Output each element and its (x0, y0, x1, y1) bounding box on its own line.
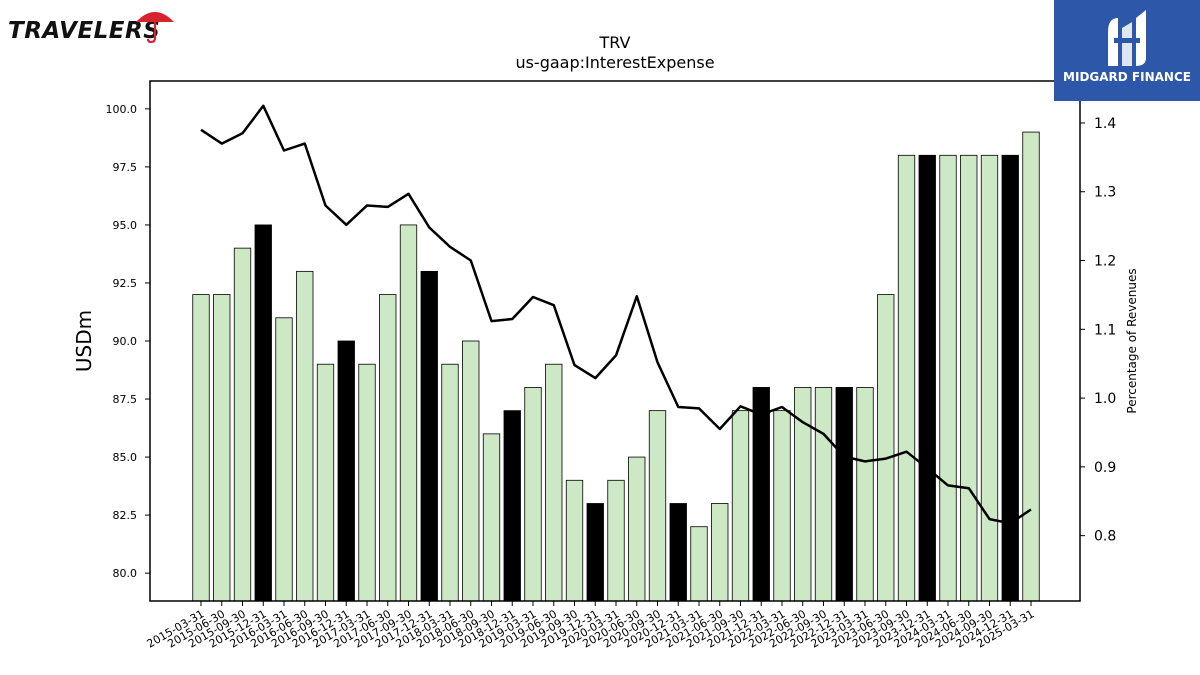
y2-tick-label: 1.3 (1094, 185, 1116, 201)
bar-2020-12-31 (669, 503, 687, 602)
bar-2018-09-30 (482, 433, 501, 602)
y-tick-label: 87.5 (113, 393, 138, 406)
bar-2016-06-30 (296, 270, 314, 602)
y-tick-label: 82.5 (113, 509, 138, 522)
bar-2022-09-30 (814, 387, 833, 602)
y-tick-label: 100.0 (106, 103, 138, 116)
bar-2024-06-30 (960, 154, 978, 602)
bar-2020-06-30 (628, 456, 646, 602)
bar-2022-12-31 (835, 387, 853, 602)
bar-2015-06-30 (213, 294, 231, 602)
y-tick-label: 85.0 (113, 451, 138, 464)
plot-frame (149, 80, 1081, 602)
y2-axis-label: Percentage of Revenues (1125, 268, 1139, 413)
bar-2023-06-30 (877, 294, 895, 602)
bar-2024-12-31 (1001, 154, 1019, 602)
y2-tick-label: 1.2 (1094, 254, 1116, 270)
bar-2019-12-31 (586, 503, 604, 602)
y2-tick-label: 1.4 (1094, 116, 1116, 132)
bar-2018-06-30 (462, 340, 480, 602)
y-tick-label: 80.0 (113, 567, 138, 580)
percentage-line (200, 104, 1032, 525)
midgard-finance-logo: MIDGARD FINANCE (1054, 0, 1200, 101)
midgard-logo-text: MIDGARD FINANCE (1063, 70, 1191, 84)
bar-2023-09-30 (897, 154, 916, 602)
y-tick-label: 90.0 (113, 335, 138, 348)
bar-2020-03-31 (607, 479, 625, 602)
bar-2018-03-31 (441, 363, 459, 602)
bar-2017-12-31 (420, 270, 438, 602)
bar-2019-06-30 (545, 363, 563, 602)
bar-2017-03-31 (358, 363, 376, 602)
bar-2021-09-30 (731, 410, 750, 602)
bar-2015-09-30 (233, 247, 252, 602)
y2-tick-label: 0.8 (1094, 529, 1116, 545)
bar-2023-12-31 (918, 154, 936, 602)
bar-2025-03-31 (1022, 131, 1040, 602)
bar-2022-03-31 (773, 410, 791, 602)
bar-2021-06-30 (711, 503, 729, 602)
y2-tick-label: 0.9 (1094, 460, 1116, 476)
y-tick-label: 95.0 (113, 219, 138, 232)
travelers-logo: TRAVELERS (8, 6, 174, 46)
line-series (200, 104, 1032, 525)
bar-2016-12-31 (337, 340, 355, 602)
y-tick-label: 97.5 (113, 161, 138, 174)
y2-tick-label: 1.1 (1094, 322, 1116, 338)
bar-2018-12-31 (503, 410, 521, 602)
y2-tick-label: 1.0 (1094, 391, 1116, 407)
bar-2024-09-30 (980, 154, 999, 602)
bar-2016-09-30 (316, 363, 335, 602)
bar-2019-03-31 (524, 387, 542, 602)
chart-subtitle: us-gaap:InterestExpense (515, 53, 714, 72)
bar-2021-03-31 (690, 526, 708, 602)
bar-2017-09-30 (399, 224, 418, 602)
bar-2017-06-30 (379, 294, 397, 602)
bar-2015-12-31 (254, 224, 272, 602)
bar-2015-03-31 (192, 294, 210, 602)
bar-2016-03-31 (275, 317, 293, 602)
bar-series (192, 131, 1040, 602)
bar-2021-12-31 (752, 387, 770, 602)
bar-2023-03-31 (856, 387, 874, 602)
umbrella-icon (136, 12, 174, 44)
bar-2019-09-30 (565, 479, 584, 602)
bar-2020-09-30 (648, 410, 667, 602)
travelers-logo-text: TRAVELERS (8, 18, 161, 44)
chart-title: TRV (599, 33, 631, 52)
y-tick-label: 92.5 (113, 277, 138, 290)
y-axis-label: USDm (72, 310, 96, 372)
bar-2024-03-31 (939, 154, 957, 602)
midgard-monogram-icon (1108, 10, 1146, 66)
axis-ticks: 80.0 82.5 85.0 87.5 90.0 92.5 95.0 97.5 100.0 0.8… (106, 103, 1117, 651)
